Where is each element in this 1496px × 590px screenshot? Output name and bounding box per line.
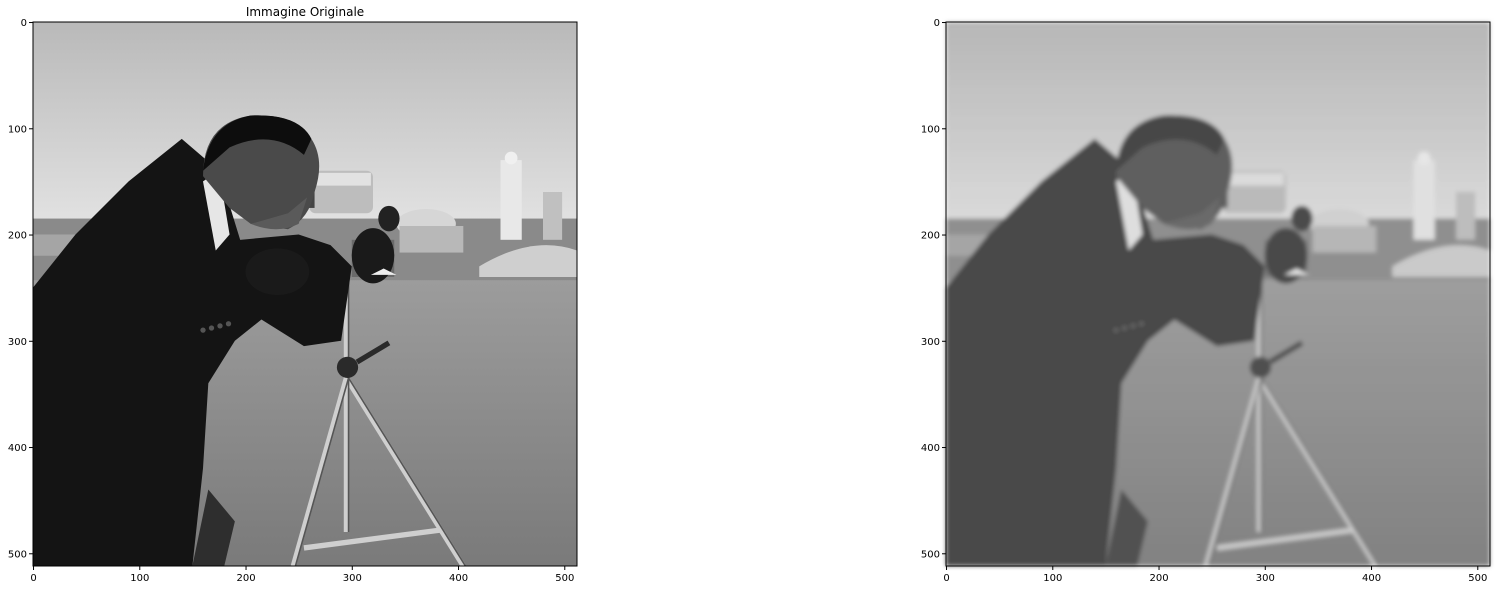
y-tick-label: 300 [8,337,27,348]
panel-blurred: 0 100 200 300 400 500 0 100 200 300 400 500 [900,0,1496,590]
x-tick-label: 300 [1256,573,1275,584]
x-tick-label: 500 [555,573,574,584]
axes-original: 0 100 200 300 400 500 0 100 200 300 400 500 [0,0,600,590]
x-tick-label: 300 [343,573,362,584]
x-tick-label: 200 [236,573,255,584]
panel-original: Immagine Originale 0 100 200 300 400 500 0 100… [0,0,600,590]
x-tick-label: 0 [943,573,949,584]
image-blurred [946,22,1490,566]
y-tick-label: 0 [934,18,940,29]
x-tick-label: 500 [1468,573,1487,584]
x-tick-label: 200 [1149,573,1168,584]
y-tick-label: 500 [8,549,27,560]
axes-blurred: 0 100 200 300 400 500 0 100 200 300 400 500 [900,0,1496,590]
y-tick-label: 300 [921,337,940,348]
y-tick-label: 500 [921,549,940,560]
y-tick-label: 200 [8,231,27,242]
x-tick-label: 0 [30,573,36,584]
x-tick-label: 400 [1362,573,1381,584]
y-tick-label: 100 [921,124,940,135]
x-tick-label: 400 [449,573,468,584]
y-tick-label: 400 [8,443,27,454]
image-original [33,22,577,566]
x-tick-label: 100 [130,573,149,584]
y-tick-label: 100 [8,124,27,135]
x-tick-label: 100 [1043,573,1062,584]
y-tick-label: 200 [921,231,940,242]
y-tick-label: 400 [921,443,940,454]
y-tick-label: 0 [21,18,27,29]
